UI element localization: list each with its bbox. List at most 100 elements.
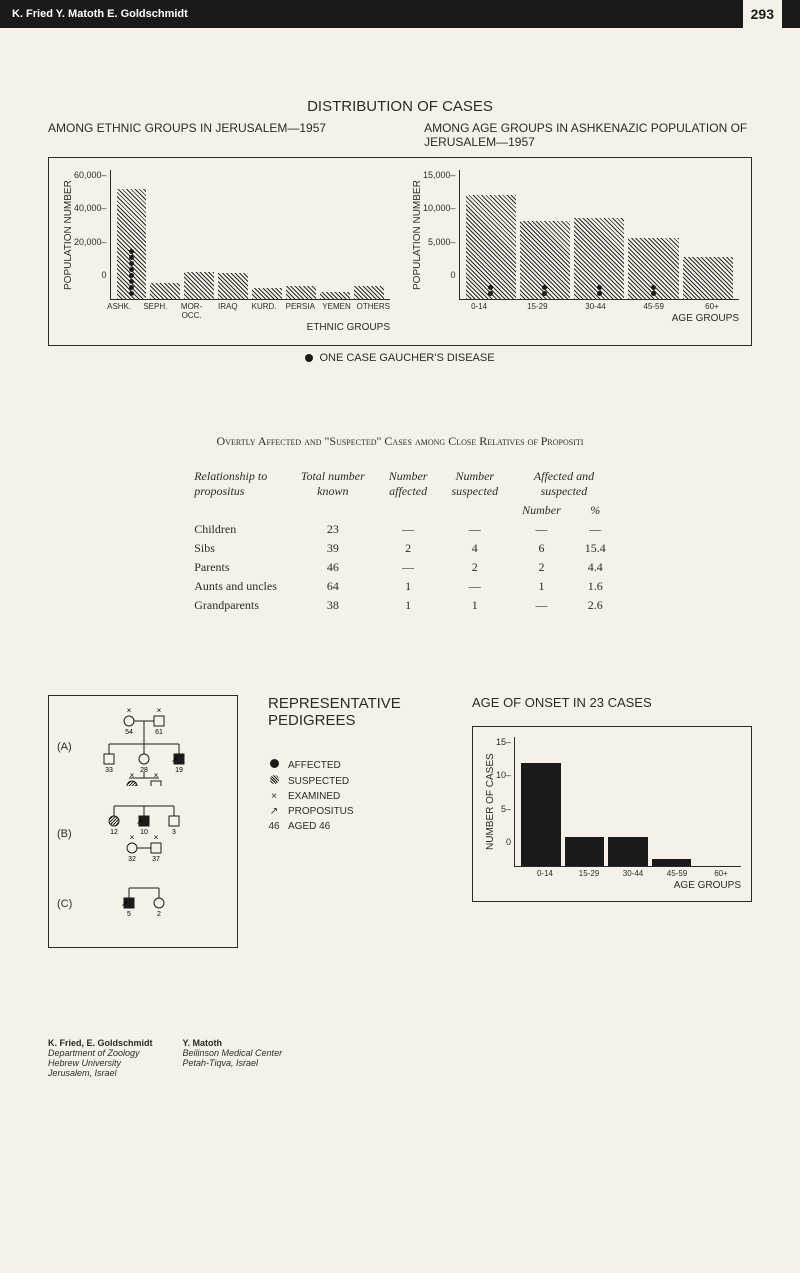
figure1-subtitle-row: AMONG ETHNIC GROUPS IN JERUSALEM—1957 AM… bbox=[48, 121, 752, 149]
x-label: SEPH. bbox=[139, 302, 171, 320]
case-dot-icon bbox=[129, 267, 134, 272]
x-label: 0-14 bbox=[452, 302, 506, 311]
x-label: 30-44 bbox=[613, 869, 653, 878]
svg-text:12: 12 bbox=[110, 829, 118, 836]
case-dot-icon bbox=[597, 285, 602, 290]
x-label: IRAQ bbox=[212, 302, 244, 320]
table-row: Parents46—224.4 bbox=[182, 558, 618, 577]
case-dot-icon bbox=[129, 291, 134, 296]
svg-text:×: × bbox=[154, 771, 159, 780]
legend-symbol-icon bbox=[268, 759, 280, 771]
legend-symbol-icon: ↗ bbox=[268, 806, 280, 817]
svg-text:10: 10 bbox=[140, 829, 148, 836]
case-dot-icon bbox=[542, 291, 547, 296]
svg-text:54: 54 bbox=[125, 729, 133, 736]
svg-text:×: × bbox=[130, 771, 135, 780]
case-dot-icon bbox=[129, 279, 134, 284]
chart-sublabel: AGE GROUPS bbox=[483, 880, 741, 891]
x-label: OTHERS bbox=[357, 302, 390, 320]
svg-text:×: × bbox=[157, 706, 162, 715]
x-label: 45-59 bbox=[657, 869, 697, 878]
x-label: 15-29 bbox=[510, 302, 564, 311]
bar bbox=[184, 272, 214, 300]
legend-symbol-icon: × bbox=[268, 791, 280, 802]
svg-text:33: 33 bbox=[105, 767, 113, 774]
case-dot-icon bbox=[129, 285, 134, 290]
x-label: 60+ bbox=[685, 302, 739, 311]
footer-col-2: Y. Matoth Beilinson Medical CenterPetah-… bbox=[183, 1038, 283, 1078]
y-axis-label: POPULATION NUMBER bbox=[410, 170, 423, 300]
x-label: 60+ bbox=[701, 869, 741, 878]
case-dot-icon bbox=[542, 285, 547, 290]
case-dot-icon bbox=[651, 291, 656, 296]
svg-text:5: 5 bbox=[127, 911, 131, 918]
bar bbox=[466, 195, 516, 299]
page-header: K. Fried Y. Matoth E. Goldschmidt 293 bbox=[0, 0, 800, 28]
data-table: Relationship topropositusTotal numberkno… bbox=[48, 467, 752, 615]
case-dot-icon bbox=[129, 249, 134, 254]
legend-symbol-icon bbox=[268, 775, 280, 787]
svg-text:37: 37 bbox=[152, 856, 160, 863]
figure2-title: AGE OF ONSET IN 23 CASES bbox=[472, 695, 752, 710]
svg-text:32: 32 bbox=[128, 856, 136, 863]
table-row: Sibs3924615.4 bbox=[182, 539, 618, 558]
bar bbox=[683, 257, 733, 299]
pedigree-legend: AFFECTEDSUSPECTED×EXAMINED↗PROPOSITUS46A… bbox=[268, 759, 442, 832]
x-label: 15-29 bbox=[569, 869, 609, 878]
legend-row: AFFECTED bbox=[268, 759, 442, 771]
bar bbox=[521, 763, 561, 866]
figure1-left-title: AMONG ETHNIC GROUPS IN JERUSALEM—1957 bbox=[48, 121, 414, 149]
svg-text:×: × bbox=[154, 833, 159, 842]
bar bbox=[150, 283, 180, 300]
x-label: 0-14 bbox=[525, 869, 565, 878]
bar bbox=[565, 837, 605, 866]
x-label: KURD. bbox=[248, 302, 280, 320]
x-label: PERSIA bbox=[284, 302, 316, 320]
svg-text:2: 2 bbox=[157, 911, 161, 918]
figure2-chart-box: NUMBER OF CASES15–10–5–00-1415-2930-4445… bbox=[472, 726, 752, 902]
pedigree-b-svg: 12↗103 ××3237 bbox=[59, 798, 227, 868]
footer-col-1: K. Fried, E. Goldschmidt Department of Z… bbox=[48, 1038, 153, 1078]
x-label: 30-44 bbox=[568, 302, 622, 311]
bar bbox=[354, 286, 384, 299]
svg-text:61: 61 bbox=[155, 729, 163, 736]
bar bbox=[252, 288, 282, 299]
legend-row: 46AGED 46 bbox=[268, 821, 442, 832]
chart-sublabel: AGE GROUPS bbox=[410, 313, 739, 324]
y-axis-label: NUMBER OF CASES bbox=[483, 737, 496, 867]
x-label: 45-59 bbox=[627, 302, 681, 311]
header-end-block bbox=[782, 0, 800, 28]
table-header: Total numberknown bbox=[289, 467, 377, 501]
bar bbox=[608, 837, 648, 866]
x-label: YEMEN bbox=[320, 302, 352, 320]
table-row: Grandparents3811—2.6 bbox=[182, 596, 618, 615]
table-title: Overtly Affected and "Suspected" Cases a… bbox=[48, 434, 752, 449]
pedigree-title: REPRESENTATIVE PEDIGREES bbox=[268, 695, 442, 729]
chart-sublabel: ETHNIC GROUPS bbox=[61, 322, 390, 333]
pedigree-a-svg: ××5461 3328↗19 ×46×46 bbox=[59, 706, 227, 786]
svg-text:↗: ↗ bbox=[136, 817, 143, 826]
pedigree-section-label: (C) bbox=[57, 898, 72, 910]
bar bbox=[117, 189, 147, 299]
table-header: Affected andsuspected bbox=[510, 467, 618, 501]
case-dot-icon bbox=[488, 291, 493, 296]
dot-icon bbox=[305, 354, 313, 362]
pedigree-box: (A) ××5461 3328↗19 ×46×46 (B) 12↗103 ××3… bbox=[48, 695, 238, 948]
table-row: Aunts and uncles641—11.6 bbox=[182, 577, 618, 596]
case-dot-icon bbox=[651, 285, 656, 290]
svg-text:×: × bbox=[130, 833, 135, 842]
age-chart: POPULATION NUMBER15,000–10,000–5,000–00-… bbox=[410, 170, 739, 333]
figure1-right-title: AMONG AGE GROUPS IN ASHKENAZIC POPULATIO… bbox=[414, 121, 752, 149]
bar bbox=[574, 218, 624, 299]
legend-row: ↗PROPOSITUS bbox=[268, 806, 442, 817]
x-label: ASHK. bbox=[103, 302, 135, 320]
figure1-chart-box: POPULATION NUMBER60,000–40,000–20,000–0A… bbox=[48, 157, 752, 346]
legend-symbol-icon: 46 bbox=[268, 821, 280, 832]
bar bbox=[218, 273, 248, 299]
case-dot-icon bbox=[129, 261, 134, 266]
table-header: Relationship topropositus bbox=[182, 467, 289, 501]
case-dot-icon bbox=[129, 255, 134, 260]
svg-text:×: × bbox=[127, 706, 132, 715]
bar bbox=[652, 859, 692, 866]
page-number: 293 bbox=[743, 0, 782, 28]
